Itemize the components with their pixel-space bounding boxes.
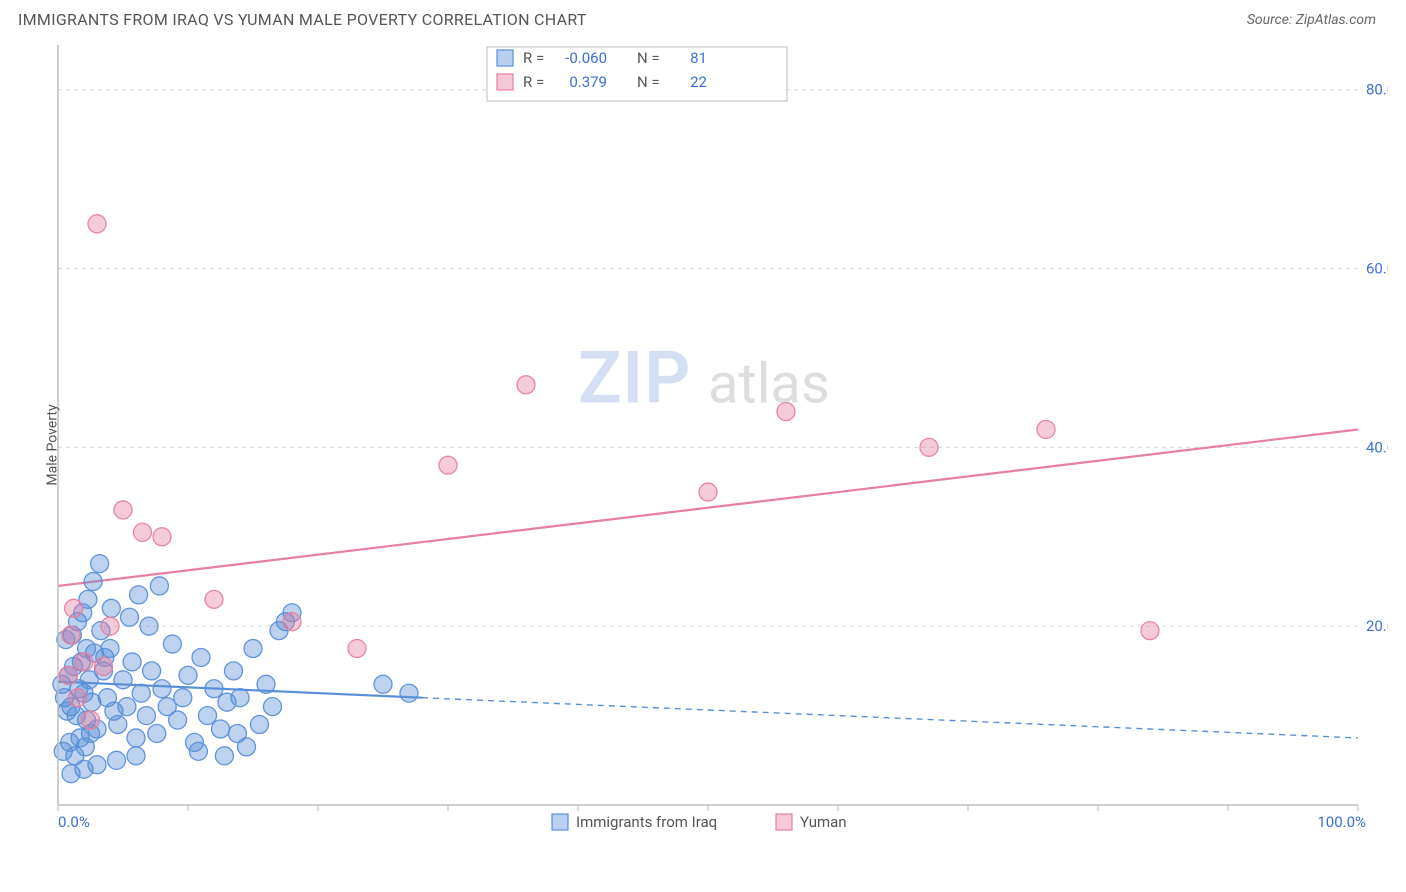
- data-point: [109, 716, 127, 734]
- y-tick-label: 40.0%: [1366, 438, 1388, 456]
- data-point: [257, 675, 275, 693]
- data-point: [179, 666, 197, 684]
- y-tick-label: 60.0%: [1366, 260, 1388, 278]
- data-point: [84, 572, 102, 590]
- data-point: [143, 662, 161, 680]
- data-point: [283, 613, 301, 631]
- stat-n-value: 22: [690, 73, 707, 91]
- data-point: [699, 483, 717, 501]
- data-point: [212, 720, 230, 738]
- stat-n-label: N =: [637, 73, 660, 91]
- data-point: [251, 716, 269, 734]
- data-point: [244, 640, 262, 658]
- data-point: [517, 376, 535, 394]
- data-point: [91, 555, 109, 573]
- data-point: [228, 724, 246, 742]
- y-axis-label: Male Poverty: [45, 404, 61, 485]
- data-point: [88, 756, 106, 774]
- legend-swatch: [776, 814, 792, 830]
- data-point: [348, 640, 366, 658]
- data-point: [108, 751, 126, 769]
- data-point: [153, 680, 171, 698]
- watermark-zip: ZIP: [578, 336, 691, 421]
- data-point: [132, 684, 150, 702]
- data-point: [439, 456, 457, 474]
- data-point: [118, 698, 136, 716]
- legend-label: Immigrants from Iraq: [576, 813, 717, 831]
- stat-r-label: R =: [523, 73, 544, 91]
- data-point: [127, 747, 145, 765]
- data-point: [82, 711, 100, 729]
- data-point: [189, 742, 207, 760]
- data-point: [205, 680, 223, 698]
- data-point: [153, 528, 171, 546]
- data-point: [192, 648, 210, 666]
- legend-swatch: [497, 50, 513, 66]
- data-point: [114, 501, 132, 519]
- data-point: [69, 689, 87, 707]
- data-point: [62, 626, 80, 644]
- data-point: [134, 523, 152, 541]
- data-point: [137, 707, 155, 725]
- source-attribution: Source: ZipAtlas.com: [1247, 12, 1376, 28]
- data-point: [231, 689, 249, 707]
- data-point: [140, 617, 158, 635]
- data-point: [264, 698, 282, 716]
- trend-line: [58, 429, 1358, 585]
- trend-line-extrapolated: [422, 698, 1358, 738]
- data-point: [374, 675, 392, 693]
- watermark-atlas: atlas: [708, 351, 830, 417]
- stat-r-value: 0.379: [569, 73, 607, 91]
- stat-r-label: R =: [523, 49, 544, 67]
- legend-swatch: [552, 814, 568, 830]
- data-point: [199, 707, 217, 725]
- data-point: [150, 577, 168, 595]
- data-point: [59, 666, 77, 684]
- data-point: [130, 586, 148, 604]
- y-tick-label: 20.0%: [1366, 617, 1388, 635]
- data-point: [920, 438, 938, 456]
- legend-label: Yuman: [800, 813, 847, 831]
- data-point: [65, 599, 83, 617]
- data-point: [215, 747, 233, 765]
- chart-title: IMMIGRANTS FROM IRAQ VS YUMAN MALE POVER…: [18, 10, 587, 29]
- stat-n-value: 81: [690, 49, 707, 67]
- x-tick-label: 100.0%: [1317, 813, 1366, 831]
- data-point: [102, 599, 120, 617]
- stat-n-label: N =: [637, 49, 660, 67]
- data-point: [121, 608, 139, 626]
- data-point: [101, 617, 119, 635]
- x-tick-label: 0.0%: [58, 813, 90, 831]
- data-point: [174, 689, 192, 707]
- data-point: [127, 729, 145, 747]
- data-point: [225, 662, 243, 680]
- data-point: [88, 215, 106, 233]
- data-point: [123, 653, 141, 671]
- data-point: [148, 724, 166, 742]
- data-point: [95, 657, 113, 675]
- data-point: [169, 711, 187, 729]
- data-point: [1141, 622, 1159, 640]
- data-point: [1037, 420, 1055, 438]
- data-point: [163, 635, 181, 653]
- data-point: [114, 671, 132, 689]
- scatter-correlation-chart: ZIP atlas 20.0% 40.0% 60.0% 80.0% 0.0% 100.0% R …: [18, 35, 1388, 855]
- legend-swatch: [497, 74, 513, 90]
- y-tick-label: 80.0%: [1366, 81, 1388, 99]
- data-point: [205, 590, 223, 608]
- chart-container: Male Poverty ZIP atlas 20.0% 40.0% 60.0% 80.0…: [18, 35, 1388, 855]
- data-point: [75, 653, 93, 671]
- data-point: [777, 403, 795, 421]
- data-point: [400, 684, 418, 702]
- stat-r-value: -0.060: [565, 49, 607, 67]
